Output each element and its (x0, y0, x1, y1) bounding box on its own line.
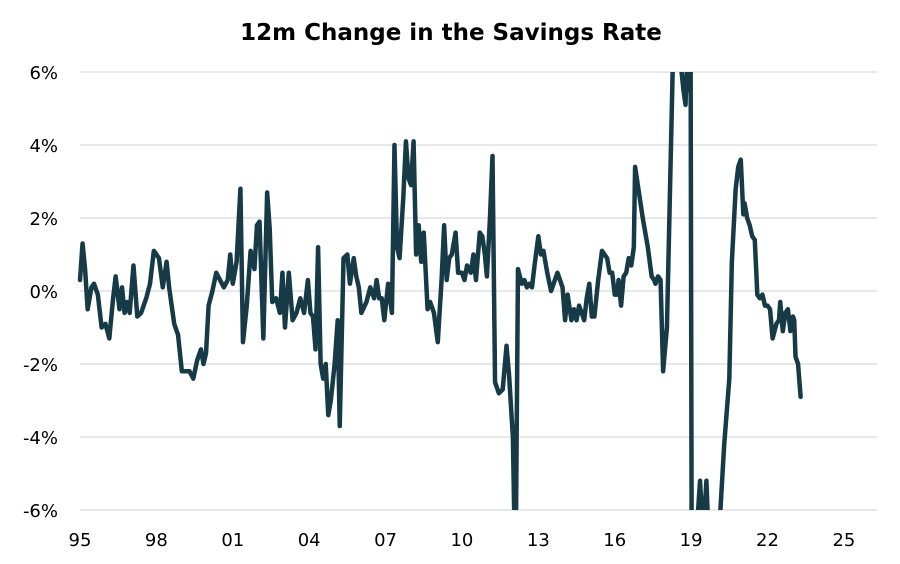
y-tick-label: -2% (23, 355, 58, 376)
x-tick-label: 98 (145, 530, 168, 551)
x-axis-tick-labels: 95 98 01 04 07 10 13 16 19 22 25 (69, 530, 856, 551)
y-tick-label: 2% (29, 209, 58, 230)
y-tick-label: 4% (29, 136, 58, 157)
x-tick-label: 04 (298, 530, 321, 551)
x-tick-label: 10 (450, 530, 473, 551)
y-tick-label: 6% (29, 63, 58, 84)
x-tick-label: 95 (69, 530, 92, 551)
x-tick-label: 19 (680, 530, 703, 551)
x-tick-label: 07 (374, 530, 397, 551)
x-tick-label: 13 (527, 530, 550, 551)
y-tick-label: 0% (29, 282, 58, 303)
x-tick-label: 16 (603, 530, 626, 551)
series-layer (77, 72, 803, 510)
y-axis-tick-labels: 6% 4% 2% 0% -2% -4% -6% (23, 63, 58, 522)
y-tick-label: -6% (23, 501, 58, 522)
chart-title: 12m Change in the Savings Rate (240, 20, 662, 46)
x-tick-label: 01 (221, 530, 244, 551)
x-tick-label: 22 (756, 530, 779, 551)
y-tick-label: -4% (23, 428, 58, 449)
x-tick-label: 25 (832, 530, 855, 551)
series-line-0 (77, 72, 803, 510)
